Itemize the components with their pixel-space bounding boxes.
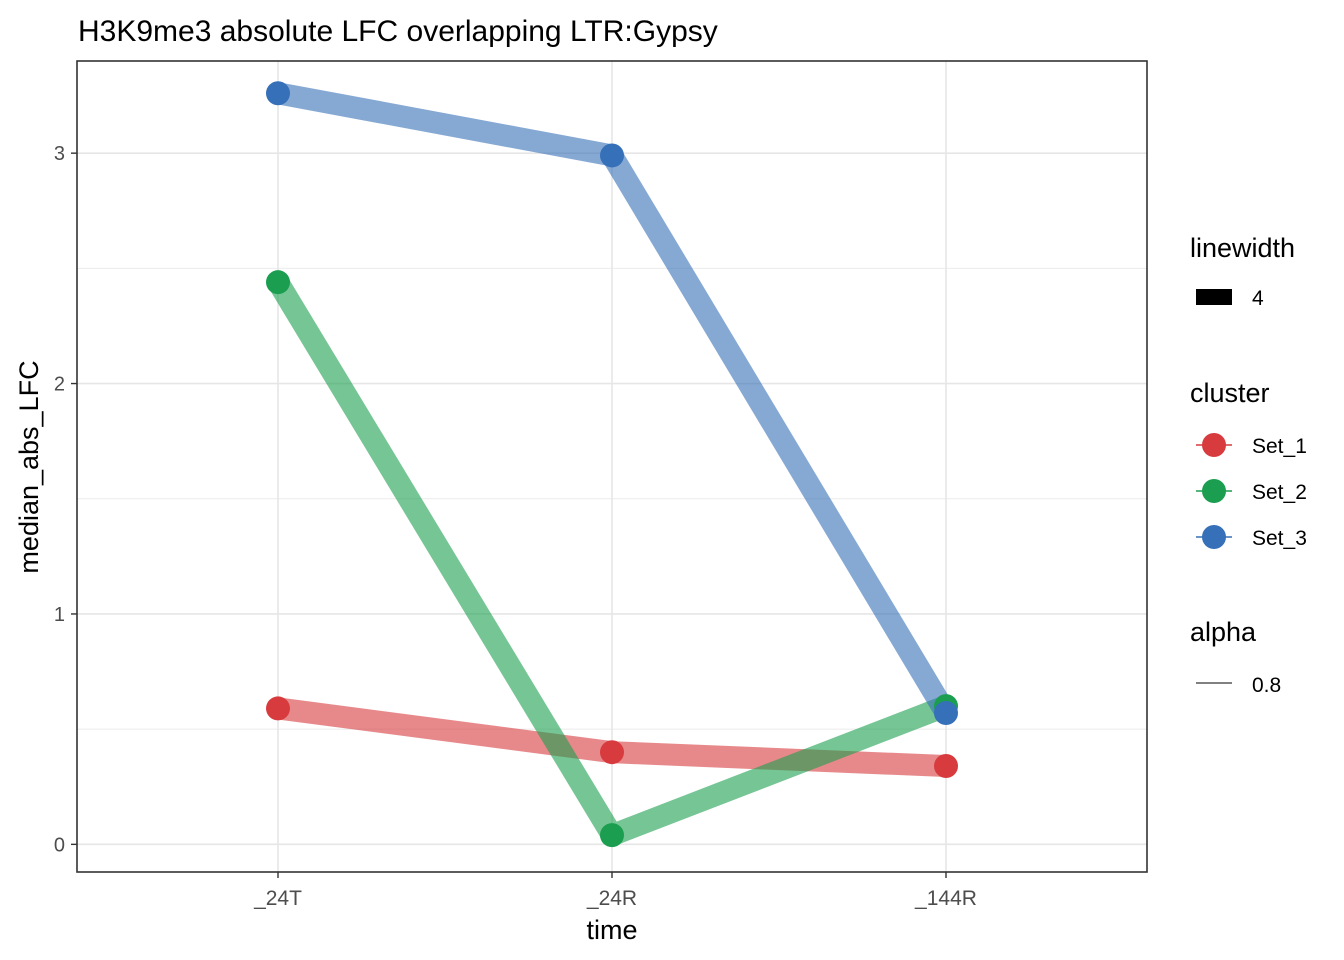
legend-linewidth-label: 4 xyxy=(1252,287,1264,310)
y-axis: 0 1 2 3 xyxy=(54,143,77,856)
x-tick-label: _24R xyxy=(586,887,637,910)
series-points xyxy=(266,81,958,848)
legend-cluster-title: cluster xyxy=(1190,378,1270,408)
y-tick-label: 3 xyxy=(54,143,65,165)
data-point-set-1 xyxy=(934,754,958,779)
y-tick-label: 0 xyxy=(54,834,65,856)
data-point-set-3 xyxy=(266,81,290,106)
x-tick-label: _144R xyxy=(914,887,977,910)
data-point-set-1 xyxy=(266,696,290,721)
legend-linewidth-key xyxy=(1196,289,1232,305)
legend-alpha-label: 0.8 xyxy=(1252,674,1281,697)
x-axis: _24T _24R _144R xyxy=(253,872,977,910)
legend-key-point xyxy=(1202,433,1226,457)
data-point-set-3 xyxy=(934,701,958,726)
plot-panel xyxy=(76,60,1148,873)
legend-entry-label: Set_3 xyxy=(1252,527,1307,550)
legend-key-point xyxy=(1202,525,1226,549)
legend-alpha-title: alpha xyxy=(1190,617,1257,647)
legend-entry-label: Set_2 xyxy=(1252,481,1307,504)
data-point-set-1 xyxy=(600,740,624,765)
legend: linewidth 4 cluster Set_1 Set_2 Set_3 alph… xyxy=(1190,233,1307,697)
y-tick-label: 2 xyxy=(54,374,65,396)
y-axis-title: median_abs_LFC xyxy=(14,360,44,573)
data-point-set-2 xyxy=(600,823,624,848)
legend-entry-label: Set_1 xyxy=(1252,435,1307,458)
y-tick-label: 1 xyxy=(54,604,65,626)
legend-cluster-keys: Set_1 Set_2 Set_3 xyxy=(1196,433,1307,550)
legend-key-point xyxy=(1202,479,1226,503)
chart-title: H3K9me3 absolute LFC overlapping LTR:Gyp… xyxy=(78,15,718,48)
legend-linewidth-title: linewidth xyxy=(1190,233,1295,263)
x-axis-title: time xyxy=(586,915,637,945)
data-point-set-2 xyxy=(266,270,290,295)
data-point-set-3 xyxy=(600,143,624,168)
x-tick-label: _24T xyxy=(253,887,302,910)
